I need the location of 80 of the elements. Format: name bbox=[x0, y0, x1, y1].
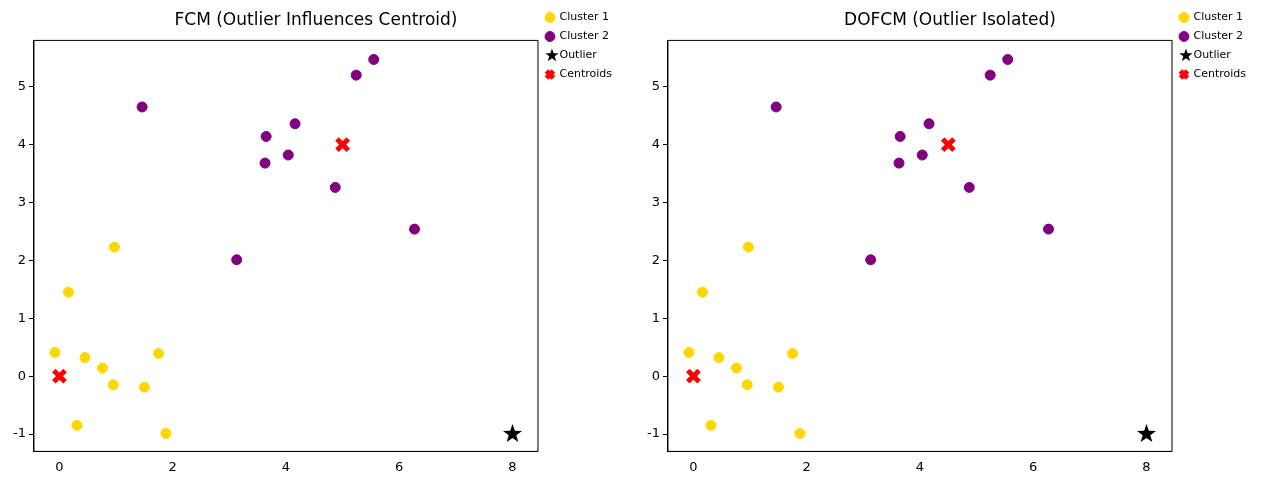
y-tick-label: 2 bbox=[17, 251, 26, 267]
x-tick-label: 8 bbox=[1142, 458, 1151, 474]
point bbox=[741, 379, 753, 391]
y-tick-label: 4 bbox=[651, 135, 660, 151]
point bbox=[963, 181, 975, 193]
point bbox=[984, 69, 996, 81]
point bbox=[502, 424, 523, 443]
y-tick-label: 3 bbox=[17, 193, 26, 209]
x-tick-label: 0 bbox=[689, 458, 698, 474]
point bbox=[730, 362, 742, 374]
point bbox=[923, 118, 935, 130]
y-tick-label: 1 bbox=[17, 309, 26, 325]
point bbox=[940, 136, 957, 153]
point bbox=[705, 419, 717, 431]
legend-label: Outlier bbox=[1193, 48, 1232, 62]
point bbox=[685, 367, 702, 385]
point bbox=[108, 241, 120, 253]
legend-label: Centroids bbox=[559, 67, 613, 81]
x-tick-label: 6 bbox=[395, 458, 404, 474]
point bbox=[96, 362, 108, 374]
point bbox=[289, 118, 301, 130]
point bbox=[683, 346, 695, 358]
x-tick-label: 8 bbox=[508, 458, 517, 474]
point bbox=[1136, 424, 1157, 443]
y-tick-label: 2 bbox=[651, 251, 660, 267]
x-tick-label: 2 bbox=[802, 458, 811, 474]
y-tick-label: 0 bbox=[17, 367, 26, 383]
point bbox=[138, 381, 150, 393]
point bbox=[350, 69, 362, 81]
x-tick-label: 4 bbox=[281, 458, 291, 474]
point bbox=[136, 101, 148, 113]
point bbox=[772, 381, 784, 393]
point bbox=[713, 352, 725, 364]
point bbox=[697, 286, 709, 298]
point bbox=[49, 346, 61, 358]
y-tick-label: 1 bbox=[651, 309, 660, 325]
point bbox=[916, 149, 928, 161]
point bbox=[107, 379, 119, 391]
y-tick-label: 5 bbox=[651, 78, 660, 94]
point bbox=[894, 130, 906, 142]
point bbox=[1043, 223, 1055, 235]
point bbox=[63, 286, 75, 298]
point bbox=[409, 223, 421, 235]
legend-label: Cluster 2 bbox=[559, 29, 610, 43]
x-tick-label: 4 bbox=[915, 458, 925, 474]
legend-label: Cluster 1 bbox=[559, 10, 610, 24]
point bbox=[153, 348, 165, 360]
point bbox=[770, 101, 782, 113]
legend-label: Cluster 2 bbox=[1193, 29, 1244, 43]
point bbox=[231, 254, 243, 266]
point bbox=[787, 348, 799, 360]
point bbox=[329, 181, 341, 193]
point bbox=[79, 352, 91, 364]
point bbox=[260, 130, 272, 142]
x-tick-label: 2 bbox=[168, 458, 177, 474]
x-tick-label: 0 bbox=[55, 458, 64, 474]
point bbox=[334, 136, 351, 153]
point bbox=[259, 157, 271, 169]
point bbox=[71, 419, 83, 431]
point bbox=[742, 241, 754, 253]
point bbox=[893, 157, 905, 169]
legend-label: Centroids bbox=[1193, 67, 1247, 81]
point bbox=[368, 54, 380, 65]
legend-label: Cluster 1 bbox=[1193, 10, 1244, 24]
point bbox=[160, 427, 172, 439]
y-tick-label: 0 bbox=[651, 367, 660, 383]
chart-title: DOFCM (Outlier Isolated) bbox=[844, 8, 1056, 29]
y-tick-label: 3 bbox=[651, 193, 660, 209]
point bbox=[865, 254, 877, 266]
y-tick-label: 4 bbox=[17, 135, 26, 151]
point bbox=[1002, 54, 1014, 65]
point bbox=[51, 367, 68, 385]
y-tick-label: 5 bbox=[17, 78, 26, 94]
chart-title: FCM (Outlier Influences Centroid) bbox=[174, 8, 458, 29]
y-tick-label: -1 bbox=[646, 425, 660, 441]
point bbox=[282, 149, 294, 161]
x-tick-label: 6 bbox=[1029, 458, 1038, 474]
y-tick-label: -1 bbox=[12, 425, 26, 441]
legend-label: Outlier bbox=[559, 48, 598, 62]
point bbox=[794, 427, 806, 439]
